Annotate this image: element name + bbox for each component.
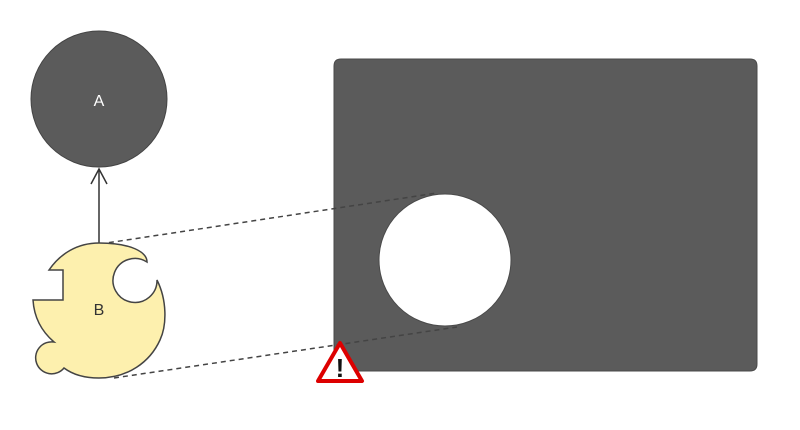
node-b-label: B	[94, 302, 105, 319]
connector-line-bottom	[113, 326, 458, 379]
node-b[interactable]: B	[32, 242, 166, 379]
node-a-circle	[30, 30, 168, 168]
arrow-head	[90, 167, 108, 185]
warning-triangle-icon: !	[316, 341, 364, 383]
node-a-label: A	[94, 93, 105, 110]
warning-exclamation: !	[336, 353, 345, 383]
arrow-b-to-a	[90, 167, 108, 244]
node-a[interactable]: A	[30, 30, 168, 168]
connector-line-top	[99, 192, 438, 245]
detail-panel	[333, 58, 758, 372]
node-b-shape	[32, 242, 166, 379]
warning-triangle	[316, 341, 364, 383]
